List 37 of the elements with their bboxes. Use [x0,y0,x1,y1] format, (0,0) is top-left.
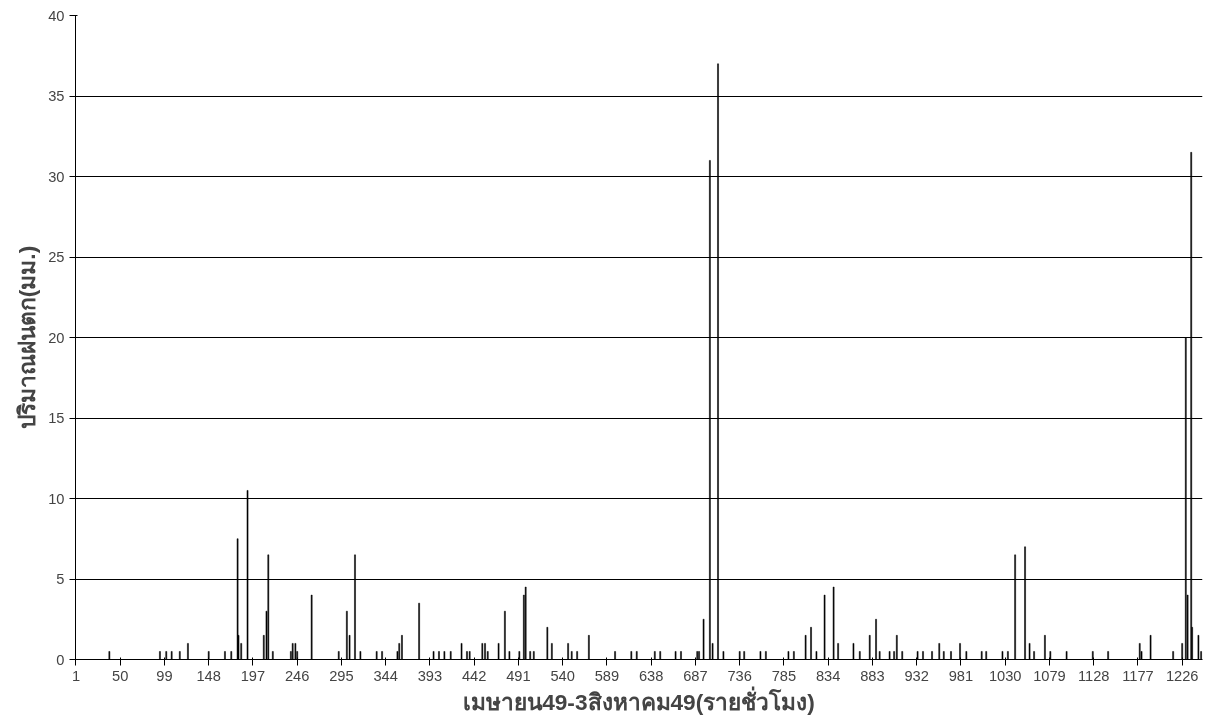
x-tick-label: 834 [815,667,841,684]
x-tick-label: 1226 [1165,667,1199,684]
x-tick-label: 344 [373,667,398,684]
x-tick-label: 442 [461,667,487,684]
y-tick-label: 10 [48,490,65,507]
y-tick-label: 25 [48,249,65,265]
y-tick-label: 30 [48,168,65,185]
x-tick-label: 1128 [1077,667,1110,684]
x-axis-title: เมษายน49-3สิงหาคม49(รายชั่วโมง) [463,685,815,715]
y-tick-label: 35 [48,88,65,104]
x-tick-label: 1177 [1122,667,1154,684]
x-tick-label: 148 [196,667,221,684]
x-tick-label: 491 [506,667,531,684]
x-tick-label: 981 [948,667,974,684]
x-tick-label: 1079 [1033,667,1066,684]
y-axis-title: ปริมาณฝนตก(มม.) [14,245,41,430]
x-tick-label: 638 [638,667,664,684]
x-tick-label: 785 [771,667,797,684]
x-tick-label: 736 [727,667,752,684]
x-tick-label: 1030 [988,667,1022,684]
x-tick-label: 883 [860,667,885,684]
x-tick-label: 589 [594,667,620,684]
x-tick-label: 197 [240,667,266,684]
y-tick-label: 0 [56,651,65,668]
y-tick-label: 20 [48,329,65,346]
x-tick-label: 687 [683,667,708,684]
x-tick-label: 393 [417,667,443,684]
x-tick-label: 99 [156,667,173,684]
x-tick-label: 540 [550,667,575,684]
x-tick-label: 50 [112,667,129,684]
y-tick-label: 15 [48,410,65,426]
x-tick-label: 932 [904,667,929,684]
x-tick-label: 246 [284,667,310,684]
y-tick-label: 5 [56,571,65,587]
x-tick-label: 1 [71,667,81,684]
x-tick-label: 295 [329,667,354,684]
y-tick-label: 40 [48,7,65,24]
